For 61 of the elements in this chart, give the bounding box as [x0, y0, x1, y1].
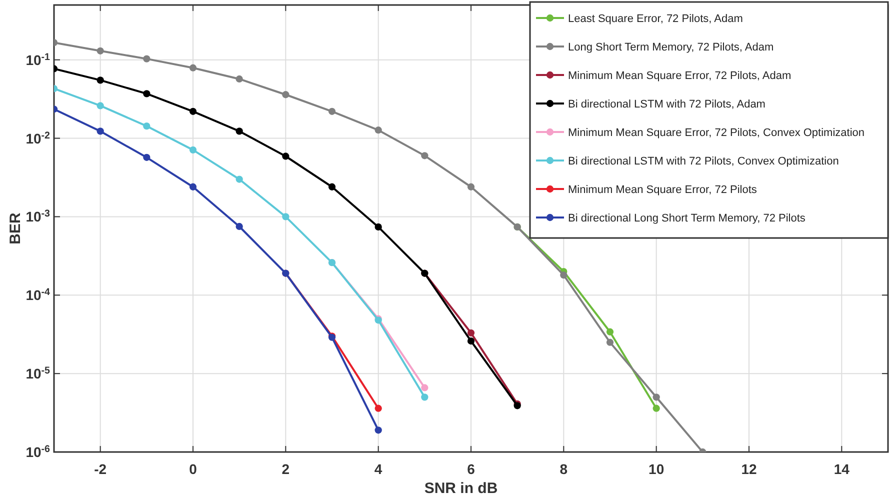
point [374, 223, 382, 231]
x-tick-label: 2 [282, 461, 290, 477]
x-tick-label: 6 [467, 461, 476, 477]
point [467, 337, 475, 345]
legend-label: Minimum Mean Square Error, 72 Pilots [568, 184, 758, 196]
legend-label: Minimum Mean Square Error, 72 Pilots, Convex Optimization [568, 127, 865, 139]
point [143, 122, 150, 130]
y-tick-label: 10$^{-2}$ [26, 130, 51, 146]
point [143, 55, 150, 62]
legend-label: Long Short Term Memory, 72 Pilots, Adam [568, 42, 774, 54]
point [282, 152, 290, 160]
point [143, 154, 150, 161]
x-tick-label: 4 [374, 461, 382, 477]
x-tick-label: 0 [189, 461, 198, 477]
legend-label: Minimum Mean Square Error, 72 Pilots, Adam [568, 70, 792, 82]
point [189, 183, 197, 190]
point [236, 128, 243, 135]
point [606, 338, 614, 346]
y-tick-label: 10$^{-5}$ [26, 365, 51, 382]
point [143, 90, 150, 98]
point [421, 152, 428, 160]
x-tick-label: -2 [94, 461, 107, 477]
point [467, 329, 475, 336]
x-tick-label: 14 [834, 461, 850, 477]
x-axis-title: SNR in dB [424, 480, 498, 497]
point [96, 128, 104, 135]
point [96, 102, 104, 110]
point [236, 222, 243, 230]
y-tick-label: 10$^{-6}$ [26, 444, 51, 460]
legend-label: Bi directional Long Short Term Memory, 72 Pilots [568, 212, 806, 224]
point [421, 384, 428, 392]
point [189, 64, 197, 72]
point [560, 272, 568, 279]
y-tick-label: 10$^{-3}$ [26, 208, 51, 225]
legend-label: Least Square Error, 72 Pilots, Adam [568, 13, 743, 25]
y-axis-title: BER [7, 212, 24, 244]
x-tick-label: 10 [648, 461, 664, 477]
point [236, 75, 243, 83]
point [652, 404, 660, 412]
y-tick-label: 10$^{-1}$ [26, 51, 51, 68]
point [421, 394, 428, 401]
point [374, 404, 382, 412]
y-tick-label: 10$^{-4}$ [26, 286, 51, 304]
legend-label: Bi directional LSTM with 72 Pilots, Adam [568, 98, 766, 110]
point [374, 426, 382, 434]
point [282, 213, 290, 220]
point [652, 394, 660, 401]
point [189, 108, 197, 115]
point [467, 183, 475, 190]
point [606, 328, 614, 336]
point [328, 108, 336, 115]
point [282, 91, 290, 98]
x-tick-label: 8 [560, 461, 568, 477]
point [189, 146, 197, 154]
legend-label: Bi directional LSTM with 72 Pilots, Convex Optimization [568, 156, 839, 168]
point [96, 76, 104, 84]
point [96, 47, 104, 54]
point [374, 126, 382, 134]
point [236, 176, 243, 183]
x-tick-label: 12 [741, 461, 757, 477]
point [328, 183, 336, 190]
